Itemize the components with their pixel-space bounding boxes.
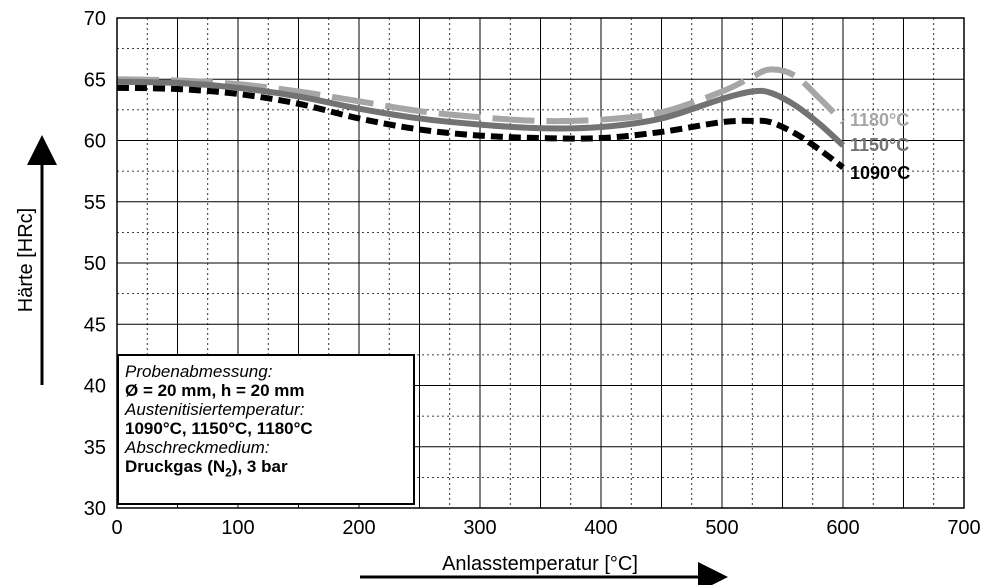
series-line-1090	[116, 84, 845, 170]
x-tick-label: 500	[705, 517, 738, 539]
legend-line-1: Probenabmessung:	[125, 362, 273, 381]
y-tick-label: 35	[84, 437, 106, 459]
legend-line-6-sub: 2	[225, 465, 232, 480]
x-tick-label: 400	[584, 517, 617, 539]
y-tick-label: 55	[84, 192, 106, 214]
legend-box: Probenabmessung: Ø = 20 mm, h = 20 mm Au…	[117, 354, 415, 505]
y-tick-label: 40	[84, 376, 106, 398]
series-line-1180	[116, 66, 846, 125]
y-tick-label: 70	[84, 8, 106, 30]
series-lines	[116, 66, 846, 170]
x-tick-label: 300	[463, 517, 496, 539]
x-tick-label: 100	[221, 517, 254, 539]
y-tick-label: 65	[84, 69, 106, 91]
series-line-1150	[116, 78, 846, 148]
y-tick-label: 50	[84, 253, 106, 275]
legend-line-6: Druckgas (N2), 3 bar	[125, 457, 413, 482]
legend-line-4: 1090°C, 1150°C, 1180°C	[125, 419, 313, 438]
tick-labels: 0 100 200 300 400 500 600 700 30 35 40 45 50 55 60 65 70	[84, 8, 981, 539]
x-tick-label: 0	[111, 517, 122, 539]
legend-line-2: Ø = 20 mm, h = 20 mm	[125, 381, 305, 400]
x-tick-label: 200	[342, 517, 375, 539]
series-label-1150: 1150°C	[850, 135, 909, 155]
x-axis-title: Anlasstemperatur [°C]	[442, 553, 638, 575]
legend-line-3: Austenitisiertemperatur:	[125, 400, 305, 419]
y-tick-label: 45	[84, 314, 106, 336]
legend-line-5: Abschreckmedium:	[125, 438, 270, 457]
series-label-1090: 1090°C	[850, 163, 910, 183]
x-tick-label: 700	[947, 517, 980, 539]
legend-line-6-end: ), 3 bar	[231, 457, 288, 476]
legend-line-6-main: Druckgas (N	[125, 457, 226, 476]
series-label-1180: 1180°C	[850, 110, 909, 130]
y-tick-label: 30	[84, 498, 106, 520]
y-axis-title: Härte [HRc]	[15, 208, 37, 312]
series-labels: 1180°C 1150°C 1090°C	[850, 110, 910, 183]
y-tick-label: 60	[84, 131, 106, 153]
x-tick-label: 600	[826, 517, 859, 539]
plot-frame	[116, 17, 965, 509]
